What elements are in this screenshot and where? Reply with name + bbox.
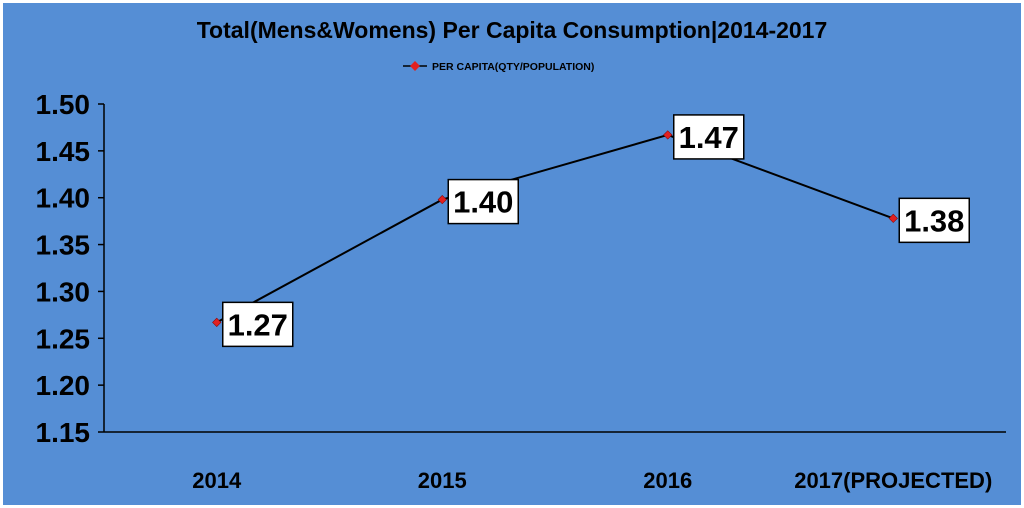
y-tick-label: 1.50 (36, 89, 91, 120)
data-label-text: 1.38 (904, 203, 964, 238)
data-label-box (898, 197, 970, 244)
data-label-box (222, 301, 294, 348)
data-label-text: 1.47 (679, 120, 739, 155)
y-tick-label: 1.20 (36, 370, 91, 401)
data-label: 1.38 (898, 197, 970, 244)
chart-title: Total(Mens&Womens) Per Capita Consumptio… (197, 17, 828, 43)
plot-area: 1.27 1.40 1.47 1.38 (212, 114, 970, 348)
y-tick-label: 1.40 (36, 183, 91, 214)
data-label-box (673, 114, 745, 160)
data-label-box (447, 178, 519, 225)
y-tick-label: 1.30 (36, 276, 91, 307)
x-tick-label: 2015 (418, 468, 467, 493)
y-tick-label: 1.45 (36, 136, 91, 167)
data-point-marker (663, 130, 673, 140)
x-tick-label: 2014 (192, 468, 242, 493)
y-tick-label: 1.35 (36, 230, 91, 261)
data-point-marker (212, 317, 222, 327)
y-tick-label: 1.25 (36, 323, 91, 354)
data-label: 1.27 (222, 301, 294, 348)
data-label: 1.47 (673, 114, 745, 160)
y-tick-label: 1.15 (36, 417, 91, 448)
x-tick-label: 2016 (643, 468, 692, 493)
series-line (216, 133, 894, 324)
data-label-text: 1.40 (453, 185, 513, 220)
data-point-marker (437, 194, 447, 205)
x-tick-label: 2017(PROJECTED) (794, 468, 992, 493)
data-label-text: 1.27 (228, 307, 288, 342)
axes: 1.50 1.45 1.40 1.35 1.30 1.25 1.20 1.15 2014 2015… (36, 89, 1006, 493)
legend-label: PER CAPITA(QTY/POPULATION) (432, 61, 594, 73)
data-label: 1.40 (447, 178, 519, 225)
data-point-marker (888, 213, 898, 223)
legend: PER CAPITA(QTY/POPULATION) (403, 61, 594, 73)
